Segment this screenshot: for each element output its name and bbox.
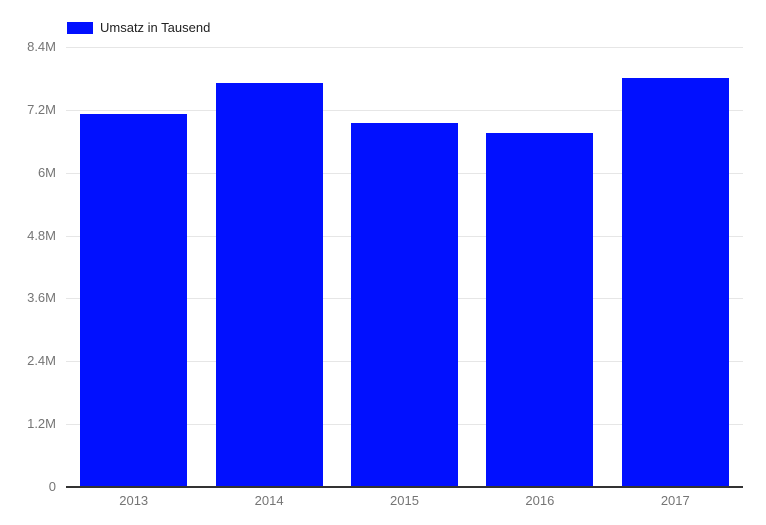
y-tick-label: 7.2M: [27, 101, 56, 117]
y-tick-label: 1.2M: [27, 416, 56, 432]
y-tick-label: 6M: [37, 164, 56, 180]
y-tick-label: 0: [48, 479, 56, 494]
x-tick-label: 2017: [660, 493, 690, 508]
legend: Umsatz in Tausend: [67, 21, 210, 35]
gridline: [66, 109, 743, 111]
bar[interactable]: [621, 77, 729, 487]
legend-swatch: [67, 22, 93, 34]
y-tick-label: 2.4M: [27, 353, 56, 369]
y-tick-label: 8.4M: [27, 39, 56, 54]
legend-label: Umsatz in Tausend: [100, 20, 211, 35]
bar[interactable]: [351, 123, 458, 487]
bar[interactable]: [215, 83, 323, 487]
bar[interactable]: [486, 132, 594, 487]
x-tick-label: 2016: [525, 493, 555, 508]
y-tick-label: 3.6M: [27, 290, 56, 306]
gridline: [66, 47, 743, 48]
y-tick-label: 4.8M: [27, 227, 56, 243]
bar[interactable]: [80, 114, 188, 487]
x-axis-baseline: [66, 486, 743, 488]
plot-area: [66, 47, 743, 487]
x-tick-label: 2015: [390, 493, 419, 508]
x-tick-label: 2014: [254, 493, 284, 508]
x-tick-label: 2013: [119, 493, 149, 508]
